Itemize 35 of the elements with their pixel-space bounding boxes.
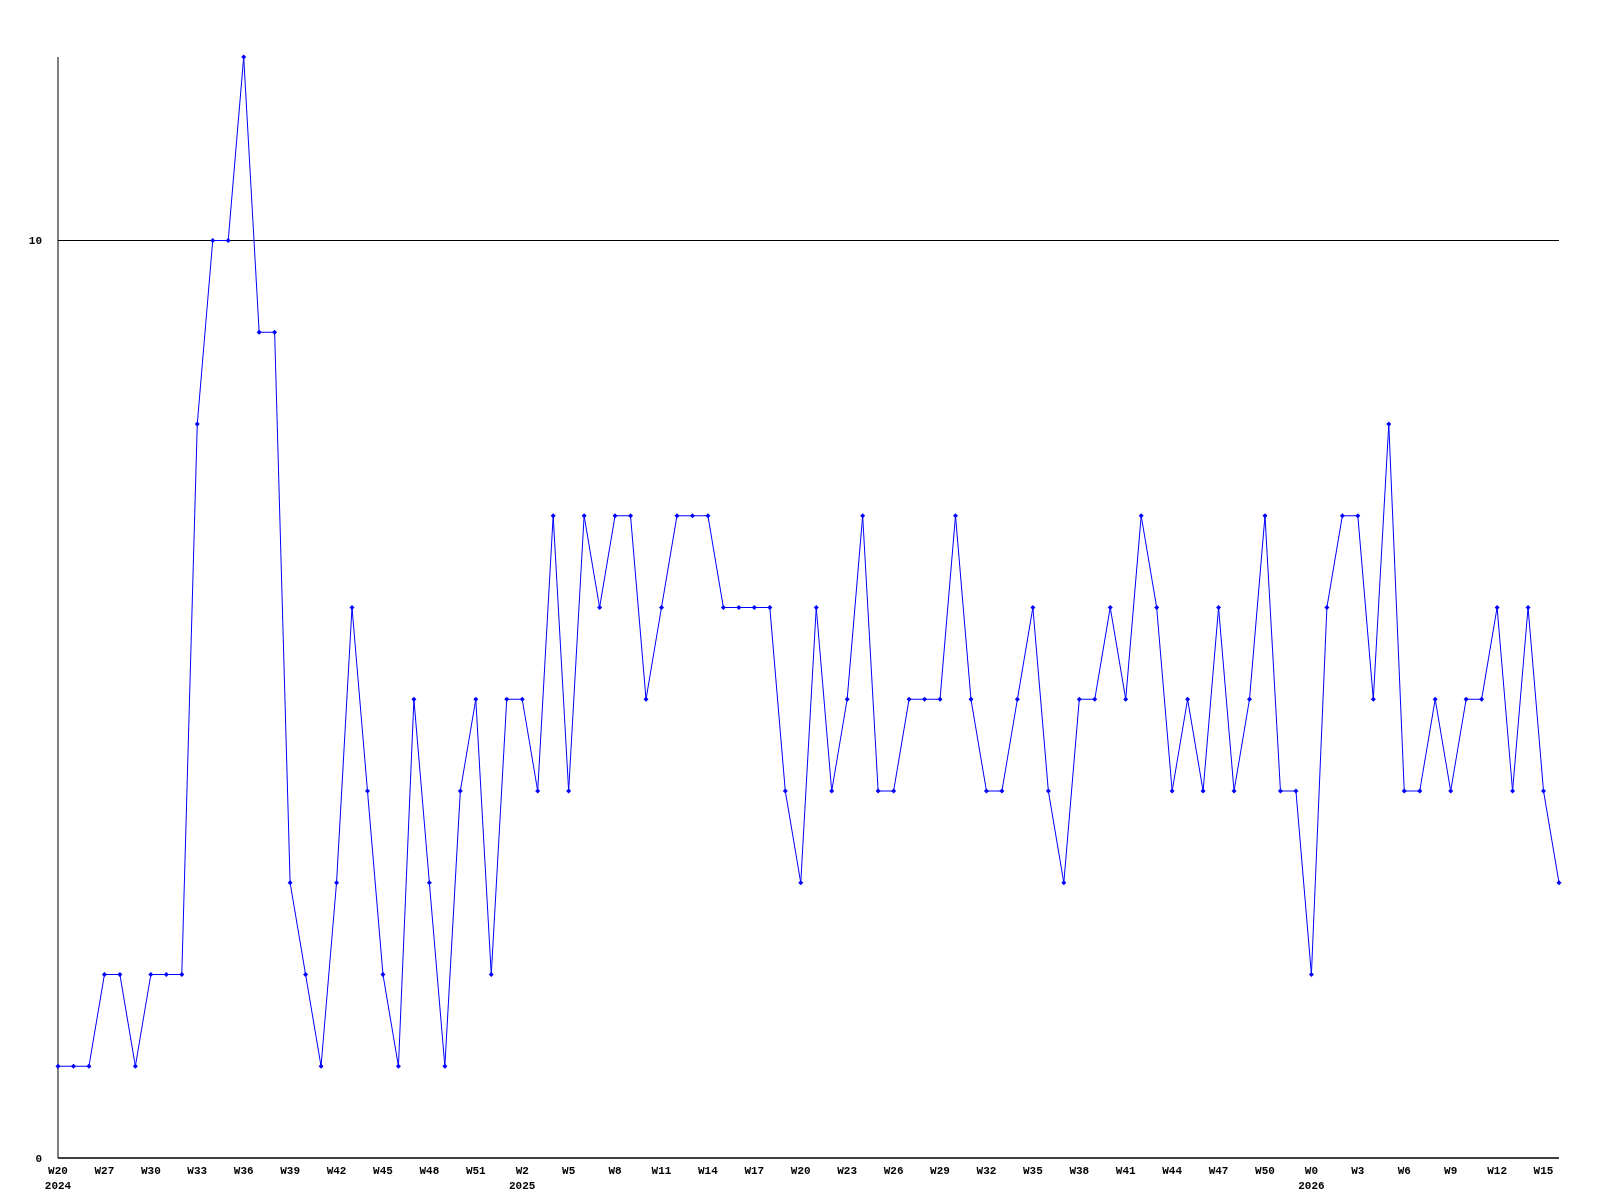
x-tick-label: W30: [140, 1165, 161, 1177]
x-tick-label: W9: [1444, 1165, 1458, 1177]
x-tick-label: W12: [1487, 1165, 1508, 1177]
x-tick-label: W47: [1208, 1165, 1229, 1177]
x-tick-label: W33: [187, 1165, 208, 1177]
x-tick-label: W45: [373, 1165, 394, 1177]
x-tick-label: W44: [1162, 1165, 1183, 1177]
x-tick-label: W42: [326, 1165, 347, 1177]
x-tick-label: W6: [1397, 1165, 1411, 1177]
x-tick-label: W41: [1115, 1165, 1137, 1177]
x-tick-label: W20: [790, 1165, 811, 1177]
x-tick-label: W29: [930, 1165, 950, 1177]
x-tick-label: W35: [1022, 1165, 1044, 1177]
x-tick-label: W3: [1351, 1165, 1365, 1177]
x-tick-label: W50: [1255, 1165, 1275, 1177]
x-tick-label: W2 2025: [509, 1165, 536, 1192]
x-tick-label: W20 2024: [44, 1165, 72, 1192]
x-tick-label: W48: [419, 1165, 440, 1177]
x-tick-label: W15: [1533, 1165, 1554, 1177]
x-tick-label: W5: [562, 1165, 576, 1177]
x-tick-label: W51: [465, 1165, 487, 1177]
x-tick-label: W26: [883, 1165, 904, 1177]
x-tick-label: W32: [976, 1165, 997, 1177]
x-tick-label: W38: [1069, 1165, 1090, 1177]
x-tick-label: W27: [94, 1165, 115, 1177]
y-tick-label: 0: [35, 1152, 42, 1165]
x-tick-label: W17: [744, 1165, 765, 1177]
x-tick-label: W14: [698, 1165, 719, 1177]
x-tick-label: W36: [233, 1165, 254, 1177]
x-tick-label: W8: [608, 1165, 623, 1177]
y-tick-label: 10: [28, 235, 42, 248]
x-tick-label: W39: [280, 1165, 301, 1177]
x-tick-label: W0 2026: [1298, 1165, 1325, 1192]
x-tick-label: W11: [651, 1165, 672, 1177]
x-tick-label: W23: [837, 1165, 858, 1177]
